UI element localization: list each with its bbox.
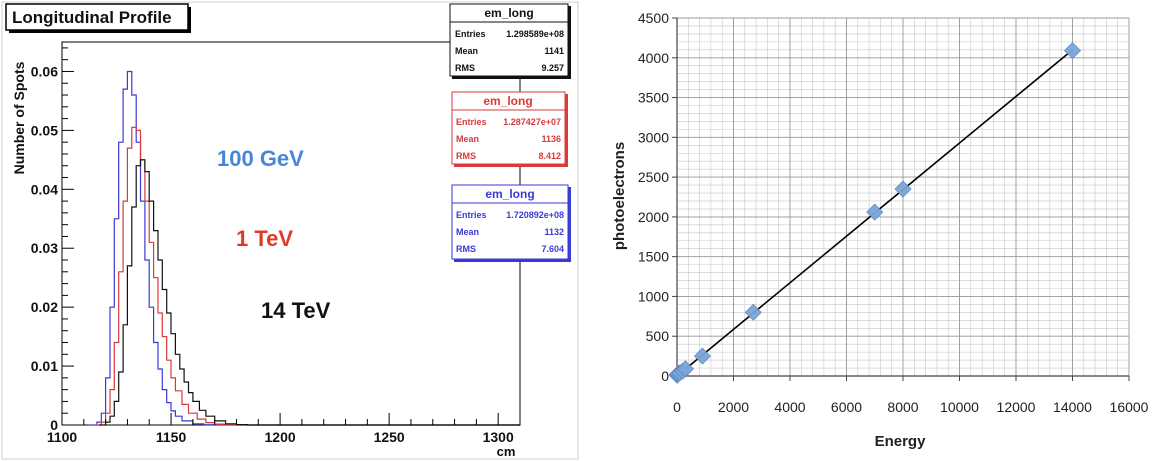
stats-value: 7.604 (541, 244, 564, 254)
x-tick-label: 12000 (997, 399, 1036, 415)
longitudinal-profile-chart: 1100 1150 1200 1250 1300 0 0.01 0.02 0.03 0.04 0.0… (0, 0, 580, 461)
scatter-points-group (668, 42, 1082, 384)
data-point (676, 360, 695, 378)
stats-box-blue: em_long Entries 1.720892e+08 Mean 1132 R… (451, 184, 571, 262)
x-tick-label: 10000 (940, 399, 979, 415)
y-tick-label: 500 (646, 328, 670, 344)
stats-box-red: em_long Entries 1.287427e+07 Mean 1136 R… (451, 91, 568, 167)
stats-value: 1132 (544, 227, 564, 237)
x-tick-label: 0 (673, 399, 681, 415)
y-tick-label: 0.03 (31, 240, 58, 256)
y-axis-label: photoelectrons (611, 142, 628, 250)
y-tick-label: 0 (50, 417, 58, 433)
stats-label: Mean (456, 134, 479, 144)
left-series-group (88, 70, 520, 426)
stats-label: RMS (455, 63, 475, 73)
stats-title: em_long (483, 94, 532, 108)
stats-label: Mean (456, 227, 479, 237)
stats-label: Entries (455, 29, 486, 39)
chart-title: Longitudinal Profile (12, 8, 172, 27)
y-tick-label: 2500 (638, 169, 669, 185)
y-tick-label: 3500 (638, 90, 669, 106)
stats-label: Entries (456, 210, 487, 220)
stats-value: 1136 (541, 134, 561, 144)
x-tick-label: 6000 (831, 399, 862, 415)
stats-title: em_long (485, 187, 534, 201)
stats-box-black: em_long Entries 1.298589e+08 Mean 1141 R… (449, 3, 571, 79)
annotation-100gev: 100 GeV (217, 146, 304, 171)
stats-value: 1141 (544, 46, 564, 56)
x-axis-label: Energy (875, 433, 927, 450)
data-point (744, 303, 762, 321)
series-line-0 (88, 70, 520, 426)
stats-value: 9.257 (541, 63, 564, 73)
x-tick-label: 1250 (374, 429, 405, 445)
data-point (894, 180, 912, 198)
stats-label: RMS (456, 151, 476, 161)
y-tick-label: 0.04 (31, 181, 58, 197)
data-point (693, 347, 711, 365)
series-line-2 (99, 159, 520, 426)
x-tick-label: 8000 (887, 399, 918, 415)
x-tick-label: 14000 (1053, 399, 1092, 415)
series-line-1 (94, 126, 520, 426)
annotation-1tev: 1 TeV (236, 226, 293, 251)
y-tick-label: 0.02 (31, 299, 58, 315)
stats-value: 1.298589e+08 (506, 29, 564, 39)
y-tick-label: 2000 (638, 209, 669, 225)
y-tick-label: 0 (661, 368, 669, 384)
stats-value: 1.287427e+07 (503, 117, 561, 127)
y-tick-label: 4500 (638, 10, 669, 26)
y-tick-label: 0.05 (31, 122, 58, 138)
photoelectrons-vs-energy-chart: 0 2000 4000 6000 8000 10000 12000 14000 16000 0 50… (580, 0, 1156, 461)
x-tick-label: 1200 (265, 429, 296, 445)
y-tick-label: 1500 (638, 249, 669, 265)
left-axes-group: 1100 1150 1200 1250 1300 0 0.01 0.02 0.03 0.04 0.0… (31, 47, 521, 445)
data-point (866, 203, 884, 221)
y-tick-label: 0.01 (31, 358, 58, 374)
right-axes-group: 0 2000 4000 6000 8000 10000 12000 14000 16000 0 50… (638, 10, 1149, 415)
x-tick-label: 2000 (718, 399, 749, 415)
y-tick-label: 3000 (638, 129, 669, 145)
y-axis-label: Number of Spots (11, 61, 27, 174)
x-tick-label: 1100 (47, 429, 78, 445)
plot-area (61, 41, 521, 426)
x-axis-label: cm (497, 444, 516, 459)
x-tick-label: 1150 (156, 429, 187, 445)
stats-label: RMS (456, 244, 476, 254)
right-panel-background (580, 0, 1156, 461)
annotation-14tev: 14 TeV (261, 298, 331, 323)
x-tick-label: 16000 (1110, 399, 1149, 415)
data-point (1063, 42, 1082, 60)
y-tick-label: 0.06 (31, 63, 58, 79)
stats-value: 1.720892e+08 (506, 210, 564, 220)
y-tick-label: 4000 (638, 50, 669, 66)
stats-label: Mean (455, 46, 478, 56)
stats-title: em_long (484, 6, 533, 20)
stats-label: Entries (456, 117, 487, 127)
chart-title-box: Longitudinal Profile (5, 3, 191, 33)
y-tick-label: 1000 (638, 288, 669, 304)
stats-value: 8.412 (538, 151, 561, 161)
x-tick-label: 1300 (483, 429, 514, 445)
x-tick-label: 4000 (774, 399, 805, 415)
